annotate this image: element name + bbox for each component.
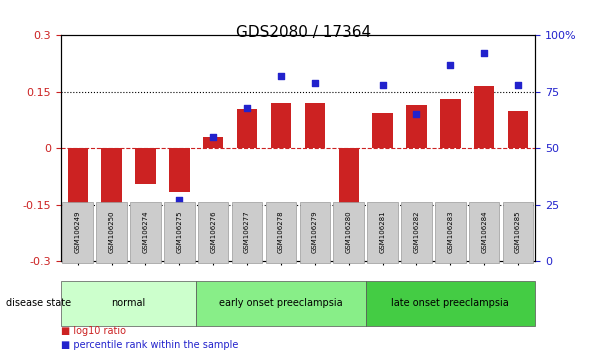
Text: GSM106285: GSM106285 (515, 211, 521, 253)
Bar (440, 99, 460, 148)
FancyBboxPatch shape (266, 202, 296, 263)
Text: GSM106249: GSM106249 (75, 211, 81, 253)
FancyBboxPatch shape (435, 202, 466, 263)
FancyBboxPatch shape (232, 202, 262, 263)
Text: GSM106280: GSM106280 (346, 211, 352, 253)
Text: GSM106278: GSM106278 (278, 211, 284, 253)
Text: GSM106282: GSM106282 (413, 211, 420, 253)
Bar (67, 148, 88, 237)
FancyBboxPatch shape (63, 202, 93, 263)
Point (242, 105, 252, 110)
Text: GSM106276: GSM106276 (210, 211, 216, 253)
Text: ■ percentile rank within the sample: ■ percentile rank within the sample (61, 341, 238, 350)
FancyBboxPatch shape (367, 202, 398, 263)
Text: GSM106277: GSM106277 (244, 211, 250, 253)
Point (310, 80, 320, 86)
Point (140, 211, 150, 217)
Point (107, 209, 117, 214)
FancyBboxPatch shape (300, 202, 330, 263)
FancyBboxPatch shape (503, 202, 533, 263)
Bar (305, 103, 325, 148)
Point (513, 82, 523, 88)
Bar (136, 148, 156, 184)
Point (446, 62, 455, 68)
Bar (169, 148, 190, 192)
Text: disease state: disease state (6, 298, 71, 308)
FancyBboxPatch shape (401, 202, 432, 263)
FancyBboxPatch shape (198, 202, 229, 263)
Text: GSM106274: GSM106274 (142, 211, 148, 253)
Point (73, 252, 83, 257)
Text: ■ log10 ratio: ■ log10 ratio (61, 326, 126, 336)
Point (174, 198, 184, 203)
Text: GDS2080 / 17364: GDS2080 / 17364 (237, 25, 371, 40)
Bar (474, 86, 494, 148)
Bar (373, 113, 393, 148)
Bar (406, 105, 427, 148)
Text: GSM106250: GSM106250 (109, 211, 115, 253)
FancyBboxPatch shape (469, 202, 499, 263)
Bar (102, 148, 122, 214)
Text: early onset preeclampsia: early onset preeclampsia (219, 298, 343, 308)
Point (479, 51, 489, 56)
Bar (508, 111, 528, 148)
Point (209, 134, 218, 140)
Bar (203, 137, 223, 148)
FancyBboxPatch shape (164, 202, 195, 263)
Point (378, 82, 387, 88)
Bar (237, 109, 257, 148)
FancyBboxPatch shape (130, 202, 161, 263)
Text: GSM106284: GSM106284 (481, 211, 487, 253)
Bar (271, 103, 291, 148)
Text: GSM106283: GSM106283 (447, 211, 454, 253)
Text: GSM106281: GSM106281 (379, 211, 385, 253)
Text: GSM106275: GSM106275 (176, 211, 182, 253)
Text: late onset preeclampsia: late onset preeclampsia (392, 298, 510, 308)
FancyBboxPatch shape (333, 202, 364, 263)
Text: GSM106279: GSM106279 (312, 211, 318, 253)
Text: normal: normal (111, 298, 146, 308)
Point (276, 73, 286, 79)
FancyBboxPatch shape (96, 202, 127, 263)
Point (344, 229, 354, 235)
Bar (339, 148, 359, 207)
Point (412, 112, 421, 117)
